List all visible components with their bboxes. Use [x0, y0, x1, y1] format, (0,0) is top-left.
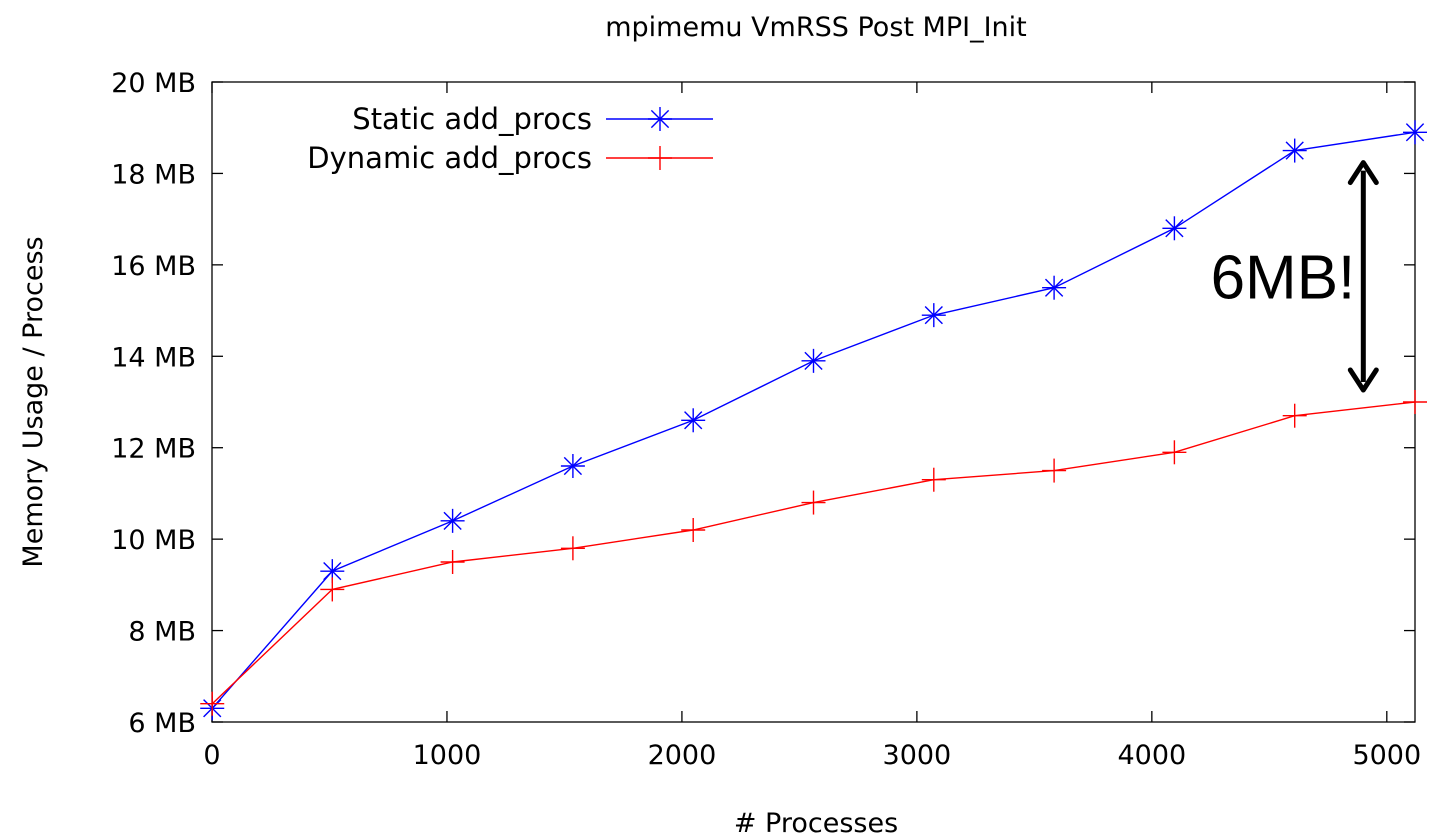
legend-label: Dynamic add_procs: [307, 141, 592, 175]
data-point: [681, 518, 706, 542]
y-tick-label: 14 MB: [111, 342, 196, 373]
data-point: [1403, 120, 1427, 145]
annotation-layer: 6MB!: [1211, 160, 1379, 393]
data-point: [320, 559, 345, 584]
x-tick-label: 2000: [648, 740, 717, 771]
chart-title: mpimemu VmRSS Post MPI_Init: [605, 12, 1027, 43]
legend: Static add_procs Dynamic add_procs: [307, 102, 713, 175]
y-tick-label: 6 MB: [128, 708, 196, 739]
x-tick-label: 0: [203, 740, 220, 771]
data-point: [1282, 138, 1307, 163]
data-point: [681, 408, 706, 433]
series-line-0: [211, 131, 1416, 709]
data-point: [801, 348, 826, 373]
data-point: [560, 536, 585, 561]
y-axis-label: Memory Usage / Process: [18, 236, 49, 567]
annotation-arrowhead-top: [1347, 160, 1379, 186]
x-tick-label: 4000: [1117, 740, 1186, 771]
series-layer: [200, 120, 1427, 721]
plot-frame: [211, 81, 1416, 723]
data-point: [320, 577, 345, 602]
data-point: [1162, 440, 1187, 465]
data-point: [921, 467, 946, 492]
x-tick-label: 1000: [413, 740, 482, 771]
data-point: [1042, 458, 1067, 483]
x-axis: 0 1000 2000 3000 4000 5000: [203, 82, 1421, 771]
legend-marker: [648, 146, 672, 170]
data-point: [1403, 390, 1427, 414]
data-point: [560, 454, 585, 478]
y-axis: 6 MB 8 MB 10 MB 12 MB 14 MB 16 MB 18 MB 20 MB: [111, 68, 1415, 739]
y-tick-label: 8 MB: [128, 617, 196, 648]
y-tick-label: 18 MB: [111, 159, 196, 190]
annotation-label: 6MB!: [1211, 243, 1356, 312]
y-tick-label: 12 MB: [111, 434, 196, 465]
y-tick-label: 20 MB: [111, 68, 196, 99]
y-tick-label: 16 MB: [111, 251, 196, 282]
data-point: [921, 303, 946, 328]
data-point: [1042, 275, 1067, 300]
legend-label: Static add_procs: [352, 102, 592, 136]
x-tick-label: 5000: [1352, 740, 1421, 771]
data-point: [440, 508, 465, 533]
data-point: [801, 490, 826, 515]
x-tick-label: 3000: [883, 740, 952, 771]
y-tick-label: 10 MB: [111, 525, 196, 556]
data-point: [1162, 216, 1187, 241]
data-point: [1282, 403, 1307, 428]
legend-marker: [648, 107, 672, 131]
x-axis-label: # Processes: [734, 808, 898, 838]
data-point: [440, 550, 465, 574]
series-line-1: [211, 401, 1416, 705]
annotation-arrowhead-bottom: [1347, 367, 1379, 393]
data-point: [200, 691, 225, 716]
